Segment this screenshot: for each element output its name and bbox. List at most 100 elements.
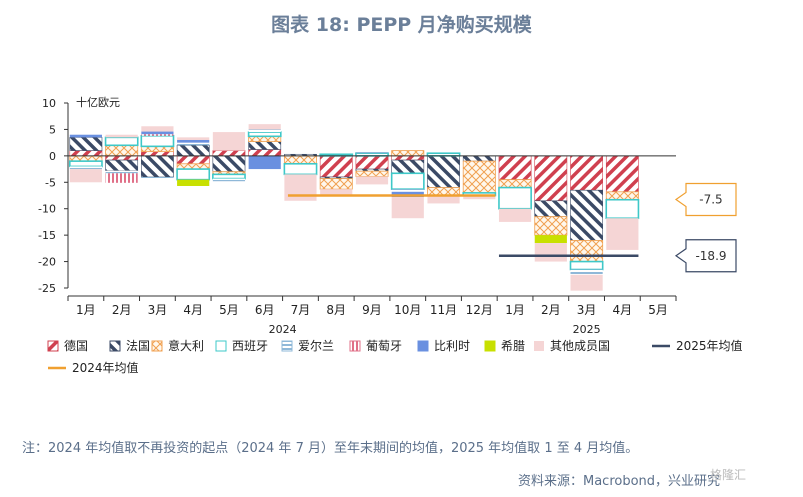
bar-segment	[176, 144, 210, 157]
bar-segment	[605, 191, 639, 201]
bar-segment	[248, 124, 281, 130]
bar-segment	[463, 196, 496, 200]
source-credit: 资料来源：Macrobond，兴业研究	[518, 474, 721, 489]
bar-segment	[534, 200, 568, 217]
bar-segment	[141, 151, 174, 157]
bar-segment	[141, 134, 174, 136]
legend-label: 德国	[64, 338, 88, 353]
x-tick-label: 9月	[362, 303, 382, 317]
x-tick-label: 1月	[505, 303, 525, 317]
year-group-label: 2025	[573, 323, 601, 336]
x-tick-label: 5月	[648, 303, 668, 317]
x-tick-label: 12月	[466, 303, 493, 317]
bar-segment	[391, 159, 425, 174]
legend-swatch	[534, 341, 544, 351]
bar-segment	[105, 144, 139, 157]
x-tick-label: 5月	[219, 303, 239, 317]
bar-segment	[319, 155, 353, 178]
bar-segment	[248, 149, 282, 157]
bar-segment	[177, 137, 210, 140]
bar-segment	[283, 155, 317, 165]
legend-swatch	[109, 340, 121, 352]
y-tick-label: -25	[38, 282, 56, 295]
bar-segment	[105, 134, 138, 138]
x-tick-label: 11月	[430, 303, 457, 317]
average-callout-label: -18.9	[695, 249, 726, 263]
average-callout	[674, 239, 737, 273]
y-tick-label: 5	[49, 123, 56, 136]
bar-segment	[212, 155, 246, 173]
bar-segment	[176, 168, 211, 181]
bar-segment	[462, 160, 496, 194]
x-tick-label: 8月	[326, 303, 346, 317]
bar-segment	[498, 155, 532, 180]
legend-label: 2024年均值	[72, 360, 139, 375]
bar-segment	[69, 166, 102, 170]
bar-segment	[68, 160, 103, 168]
legend-swatch	[349, 340, 361, 352]
bar-segment	[105, 170, 138, 174]
bar-segment	[534, 155, 568, 202]
bar-segment	[69, 137, 103, 151]
legend-swatch	[151, 340, 163, 352]
bar-segment	[355, 170, 389, 177]
bar-segment	[319, 178, 353, 190]
bar-segment	[248, 141, 282, 150]
bar-segment	[391, 197, 424, 219]
y-unit-label: 十亿欧元	[76, 95, 120, 109]
y-tick-label: 10	[42, 97, 56, 110]
bar-segment	[69, 150, 103, 157]
average-callout-label: -7.5	[699, 193, 722, 207]
bar-segment	[212, 132, 246, 151]
legend-label: 希腊	[501, 338, 525, 353]
legend-label: 2025年均值	[676, 338, 743, 353]
legend-swatch	[215, 340, 227, 352]
bar-segment	[355, 176, 389, 185]
x-tick-label: 4月	[183, 303, 203, 317]
y-tick-label: -5	[45, 176, 56, 189]
legend-swatch	[484, 340, 496, 352]
bar-segment	[427, 155, 460, 188]
bar-segment	[105, 155, 139, 161]
bar-segment	[283, 162, 318, 176]
legend-swatch	[281, 340, 293, 352]
bar-segment	[570, 240, 604, 262]
bar-segment	[105, 173, 138, 183]
bar-segment	[69, 169, 102, 183]
x-tick-label: 2月	[541, 303, 561, 317]
bar-segment	[570, 189, 603, 241]
bar-segment	[498, 186, 532, 210]
bar-segment	[176, 155, 210, 165]
footnote: 注：2024 年均值取不再投资的起点（2024 年 7 月）至年末期间的均值，2…	[22, 441, 639, 456]
bar-segment	[355, 155, 389, 170]
bar-segment	[570, 269, 603, 275]
bar-segment	[391, 189, 424, 192]
bar-segment	[212, 150, 246, 157]
bar-segment	[534, 216, 568, 236]
x-tick-label: 6月	[255, 303, 275, 317]
bar-segment	[570, 155, 603, 191]
bar-segment	[104, 136, 139, 147]
y-tick-label: -20	[38, 256, 56, 269]
bar-segment	[177, 140, 210, 143]
x-tick-label: 2月	[112, 303, 132, 317]
bar-segment	[284, 174, 317, 201]
legend-label: 西班牙	[232, 339, 268, 353]
bar-segment	[141, 177, 174, 180]
pepp-stacked-bar-chart: 十亿欧元 10 5 0 -5 -10 -15 -20 -25 1月 2月 3月 4月 5月 6月 7月 8月 9月…	[38, 95, 743, 375]
bar-segment	[212, 173, 246, 180]
bar-segment	[605, 155, 639, 193]
bar-segment	[498, 208, 532, 222]
bar-segment	[427, 195, 460, 204]
average-callout	[674, 182, 737, 217]
bar-segment	[69, 134, 102, 138]
bar-segment	[391, 155, 425, 161]
legend-swatch	[47, 340, 59, 352]
legend-label: 比利时	[434, 339, 470, 353]
bar-segment	[177, 179, 210, 186]
bar-segment	[569, 260, 604, 271]
bar-segment	[605, 198, 640, 220]
x-tick-label: 3月	[148, 303, 168, 317]
bar-segment	[391, 150, 425, 157]
bar-segment	[141, 131, 174, 135]
